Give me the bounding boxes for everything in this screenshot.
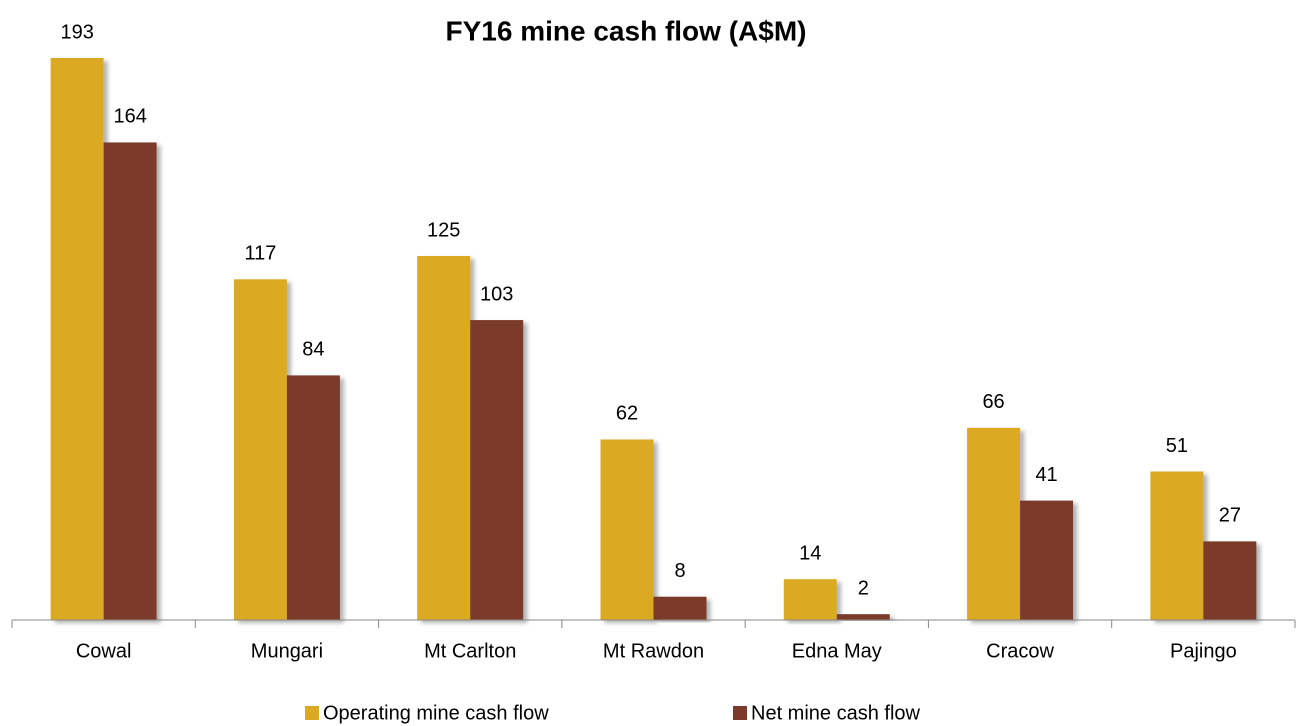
- bar: [50, 58, 104, 620]
- data-label: 117: [244, 243, 276, 265]
- bar: [967, 427, 1021, 620]
- chart-title: FY16 mine cash flow (A$M): [446, 15, 807, 46]
- bar: [470, 320, 524, 620]
- bar: [1203, 541, 1257, 620]
- data-label: 2: [858, 577, 869, 599]
- bar: [1020, 500, 1074, 620]
- bar: [286, 375, 340, 620]
- x-tick-label: Edna May: [792, 640, 882, 662]
- legend-label: Operating mine cash flow: [323, 702, 549, 724]
- legend-swatch: [305, 706, 319, 720]
- data-label: 41: [1035, 464, 1057, 486]
- bar: [836, 614, 890, 620]
- data-label: 103: [480, 283, 513, 305]
- bar: [783, 579, 837, 620]
- data-label: 125: [427, 219, 460, 241]
- x-tick-label: Cowal: [76, 640, 132, 662]
- x-tick-label: Mungari: [251, 640, 323, 662]
- bar: [233, 279, 287, 620]
- data-label: 193: [60, 21, 93, 43]
- bar: [653, 596, 707, 620]
- x-tick-label: Mt Rawdon: [603, 640, 704, 662]
- x-tick-label: Mt Carlton: [424, 640, 516, 662]
- data-label: 164: [113, 106, 146, 128]
- data-label: 8: [674, 560, 685, 582]
- data-label: 84: [302, 339, 324, 361]
- data-label: 62: [616, 403, 638, 425]
- data-label: 51: [1166, 435, 1188, 457]
- x-tick-label: Pajingo: [1170, 640, 1237, 662]
- x-tick-label: Cracow: [986, 640, 1054, 662]
- bar: [103, 142, 157, 620]
- bar: [417, 256, 471, 620]
- legend-label: Net mine cash flow: [751, 702, 921, 724]
- bar: [1150, 471, 1204, 620]
- legend-swatch: [733, 706, 747, 720]
- data-label: 66: [982, 391, 1004, 413]
- bar: [600, 439, 654, 620]
- data-label: 14: [799, 543, 821, 565]
- data-label: 27: [1219, 505, 1241, 527]
